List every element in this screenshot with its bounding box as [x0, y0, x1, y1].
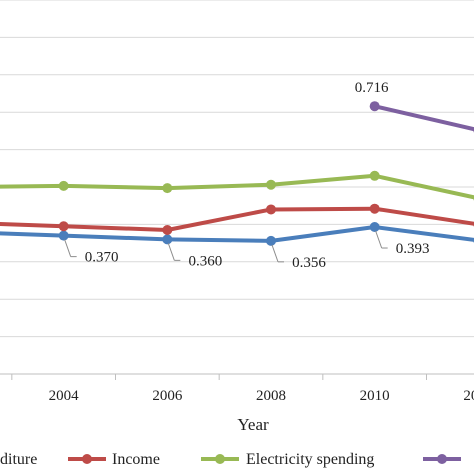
series-line	[0, 206, 474, 233]
legend-label: diture	[0, 451, 37, 468]
data-label: 0.716	[355, 80, 389, 96]
legend-label: Income	[112, 451, 160, 468]
leader-line	[271, 244, 279, 263]
data-point	[369, 101, 380, 112]
data-point	[369, 170, 380, 181]
gridlines	[0, 0, 474, 338]
x-tick-label: 2004	[49, 388, 80, 404]
data-point	[162, 225, 173, 236]
x-tick-label: 2006	[152, 388, 183, 404]
data-point	[58, 221, 69, 232]
legend-label: Electricity spending	[246, 451, 374, 468]
data-point	[266, 235, 276, 246]
leader-line	[167, 243, 175, 261]
legend: diture Income Electricity spending	[0, 451, 461, 468]
x-tick-label: 2012	[463, 388, 474, 404]
x-tick-label: 2010	[360, 388, 390, 404]
series-line	[0, 173, 474, 200]
x-axis: 200420062008201020122014	[0, 373, 474, 404]
data-point	[162, 183, 173, 194]
x-axis-title: Year	[237, 415, 269, 434]
series-line	[374, 104, 474, 132]
data-label: 0.360	[188, 253, 222, 269]
data-label: 0.393	[396, 241, 430, 257]
leader-line	[64, 239, 72, 257]
series-lines	[0, 101, 474, 246]
data-point	[369, 222, 380, 233]
data-label: 0.370	[85, 250, 119, 266]
data-point	[58, 230, 69, 241]
data-point	[266, 204, 276, 215]
data-point	[162, 234, 173, 245]
x-tick-label: 2008	[256, 388, 286, 404]
legend-marker	[437, 454, 447, 464]
leader-line	[375, 230, 383, 249]
data-point	[369, 203, 380, 214]
data-point	[58, 180, 69, 191]
data-label: 0.356	[292, 255, 326, 271]
legend-marker	[82, 454, 92, 464]
data-point	[266, 179, 276, 190]
legend-marker	[215, 454, 225, 464]
